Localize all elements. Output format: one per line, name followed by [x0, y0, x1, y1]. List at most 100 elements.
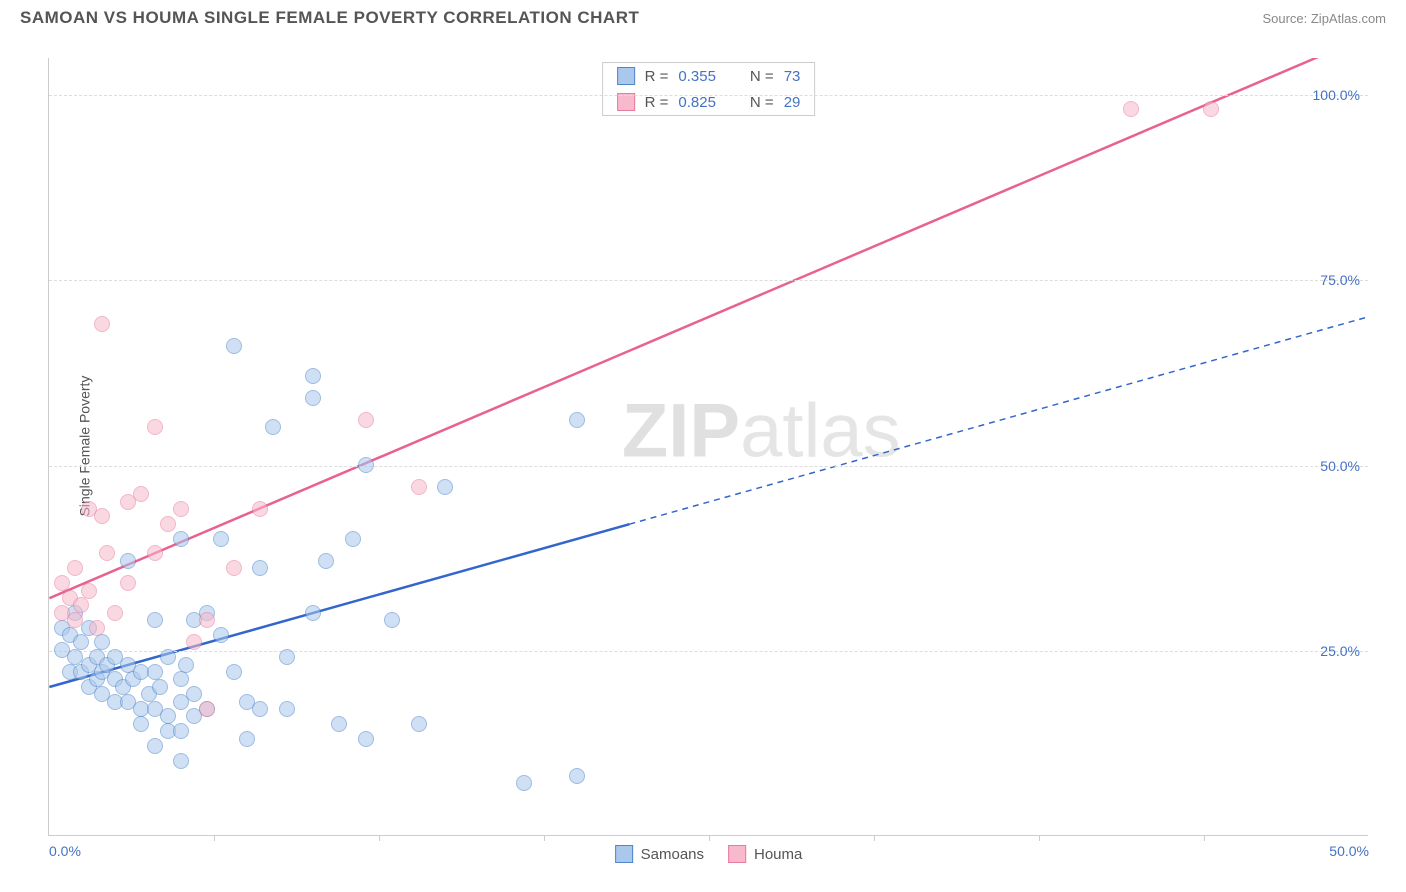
- legend-item: Houma: [728, 845, 802, 863]
- stat-n-value: 73: [784, 68, 801, 85]
- data-point: [265, 419, 281, 435]
- data-point: [1123, 101, 1139, 117]
- legend-label: Houma: [754, 846, 802, 863]
- data-point: [213, 627, 229, 643]
- data-point: [1203, 101, 1219, 117]
- data-point: [226, 560, 242, 576]
- data-point: [160, 708, 176, 724]
- data-point: [147, 664, 163, 680]
- data-point: [213, 531, 229, 547]
- data-point: [147, 612, 163, 628]
- chart-plot-area: ZIPatlas R =0.355N =73R =0.825N =29 Samo…: [48, 58, 1368, 836]
- legend-swatch: [615, 845, 633, 863]
- data-point: [89, 620, 105, 636]
- gridline-h: [49, 95, 1368, 96]
- data-point: [173, 723, 189, 739]
- stat-n-label: N =: [750, 68, 774, 85]
- data-point: [99, 545, 115, 561]
- data-point: [160, 649, 176, 665]
- data-point: [73, 597, 89, 613]
- stat-r-value: 0.355: [678, 68, 716, 85]
- data-point: [107, 605, 123, 621]
- data-point: [358, 412, 374, 428]
- data-point: [67, 612, 83, 628]
- data-point: [120, 575, 136, 591]
- trend-line-solid: [49, 524, 629, 687]
- y-tick-label: 25.0%: [1320, 643, 1360, 659]
- data-point: [133, 716, 149, 732]
- stat-n-label: N =: [750, 94, 774, 111]
- x-tick-label: 50.0%: [1329, 843, 1369, 859]
- data-point: [437, 479, 453, 495]
- y-tick-label: 100.0%: [1313, 87, 1360, 103]
- data-point: [73, 634, 89, 650]
- data-point: [226, 338, 242, 354]
- data-point: [411, 479, 427, 495]
- stats-legend-box: R = 0.355 N = 73 R = 0.825 N = 29: [602, 62, 816, 116]
- data-point: [178, 657, 194, 673]
- data-point: [358, 457, 374, 473]
- data-point: [305, 368, 321, 384]
- data-point: [279, 701, 295, 717]
- data-point: [81, 583, 97, 599]
- data-point: [160, 516, 176, 532]
- y-tick-label: 75.0%: [1320, 272, 1360, 288]
- data-point: [384, 612, 400, 628]
- x-tick-mark: [379, 835, 380, 841]
- data-point: [186, 686, 202, 702]
- data-point: [199, 701, 215, 717]
- data-point: [331, 716, 347, 732]
- data-point: [173, 531, 189, 547]
- data-point: [226, 664, 242, 680]
- data-point: [147, 419, 163, 435]
- data-point: [186, 634, 202, 650]
- data-point: [94, 316, 110, 332]
- trend-line-dashed: [629, 317, 1367, 524]
- x-tick-label: 0.0%: [49, 843, 81, 859]
- stats-legend-row: R = 0.825 N = 29: [603, 89, 815, 115]
- data-point: [345, 531, 361, 547]
- data-point: [239, 731, 255, 747]
- source-label: Source: ZipAtlas.com: [1262, 11, 1386, 26]
- data-point: [358, 731, 374, 747]
- data-point: [569, 768, 585, 784]
- data-point: [199, 612, 215, 628]
- data-point: [279, 649, 295, 665]
- data-point: [133, 486, 149, 502]
- gridline-h: [49, 651, 1368, 652]
- data-point: [152, 679, 168, 695]
- x-tick-mark: [1204, 835, 1205, 841]
- x-tick-mark: [214, 835, 215, 841]
- data-point: [411, 716, 427, 732]
- trend-line-solid: [49, 58, 1367, 598]
- data-point: [94, 508, 110, 524]
- data-point: [147, 738, 163, 754]
- watermark-text: ZIPatlas: [622, 387, 901, 474]
- data-point: [516, 775, 532, 791]
- data-point: [173, 501, 189, 517]
- data-point: [252, 560, 268, 576]
- data-point: [305, 390, 321, 406]
- data-point: [120, 553, 136, 569]
- x-tick-mark: [544, 835, 545, 841]
- gridline-h: [49, 280, 1368, 281]
- legend-swatch: [617, 67, 635, 85]
- legend-swatch: [728, 845, 746, 863]
- x-tick-mark: [874, 835, 875, 841]
- stats-legend-row: R =0.355N =73: [603, 63, 815, 89]
- stat-r-label: R =: [645, 94, 669, 111]
- data-point: [54, 575, 70, 591]
- data-point: [173, 671, 189, 687]
- x-tick-mark: [709, 835, 710, 841]
- gridline-h: [49, 466, 1368, 467]
- stat-r-value: 0.825: [678, 94, 716, 111]
- trend-lines-svg: [49, 58, 1368, 835]
- x-tick-mark: [1039, 835, 1040, 841]
- data-point: [173, 753, 189, 769]
- y-tick-label: 50.0%: [1320, 458, 1360, 474]
- series-legend: Samoans Houma: [615, 845, 803, 863]
- stat-n-value: 29: [784, 94, 801, 111]
- data-point: [147, 545, 163, 561]
- legend-item: Samoans: [615, 845, 704, 863]
- data-point: [67, 560, 83, 576]
